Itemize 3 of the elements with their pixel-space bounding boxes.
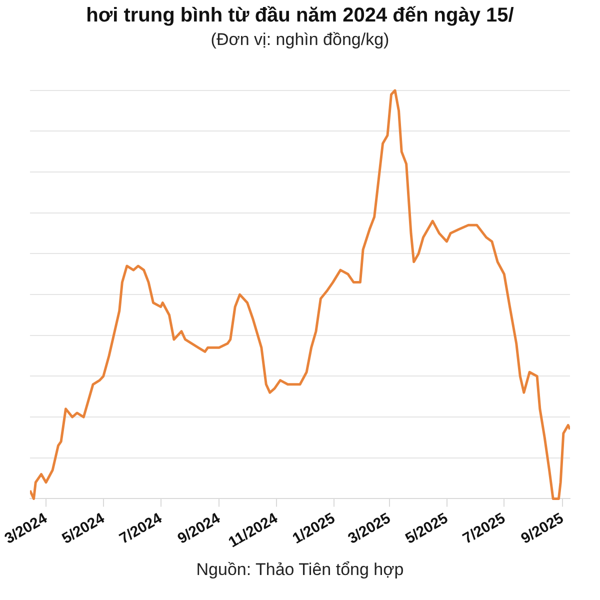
text: Nguồn: Thảo Tiên tổng hợp	[195, 560, 405, 580]
chart-subtitle: (Đơn vị: nghìn đồng/kg)	[210, 30, 390, 49]
chart-title: hơi trung bình từ đầu năm 2024 đến ngày 15/	[86, 4, 514, 27]
